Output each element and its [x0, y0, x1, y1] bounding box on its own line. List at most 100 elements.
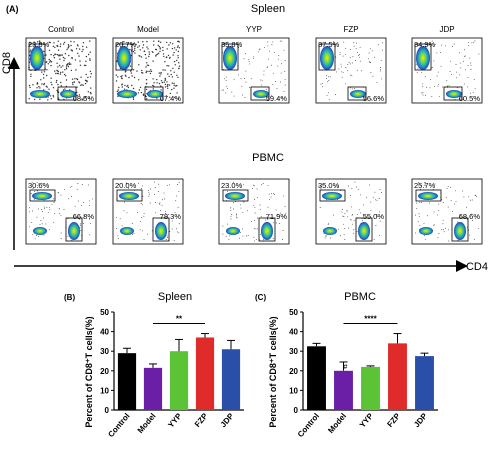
event-dot — [39, 40, 41, 42]
event-dot — [56, 62, 58, 64]
event-dot — [273, 51, 275, 53]
event-dot — [231, 213, 232, 215]
event-dot — [36, 235, 38, 237]
event-dot — [462, 60, 464, 62]
event-dot — [252, 57, 254, 59]
event-dot — [416, 72, 418, 74]
event-dot — [87, 184, 89, 186]
event-dot — [370, 201, 372, 203]
event-dot — [246, 210, 248, 212]
bar — [169, 351, 189, 410]
event-dot — [173, 84, 175, 87]
event-dot — [282, 230, 284, 231]
event-dot — [421, 201, 422, 203]
event-dot — [344, 213, 346, 215]
event-dot — [225, 76, 227, 78]
event-dot — [149, 70, 151, 73]
cd8-percent-label: 35.8% — [221, 40, 243, 49]
event-dot — [223, 42, 225, 44]
event-dot — [279, 223, 281, 224]
event-dot — [50, 77, 52, 79]
cd8-population — [416, 46, 430, 70]
event-dot — [270, 196, 272, 198]
event-dot — [89, 218, 90, 220]
event-dot — [281, 40, 283, 42]
event-dot — [75, 69, 77, 71]
event-dot — [57, 40, 59, 42]
event-dot — [66, 48, 68, 51]
double-negative-population — [30, 90, 50, 98]
event-dot — [353, 45, 355, 47]
x-tick-label: Model — [326, 412, 348, 435]
event-dot — [270, 64, 272, 66]
event-dot — [139, 229, 141, 231]
event-dot — [379, 68, 381, 70]
event-dot — [460, 67, 462, 69]
event-dot — [156, 53, 159, 55]
event-dot — [373, 238, 375, 240]
event-dot — [172, 54, 174, 56]
event-dot — [442, 202, 444, 204]
event-dot — [429, 202, 431, 204]
event-dot — [138, 89, 141, 91]
event-dot — [60, 85, 62, 87]
event-dot — [49, 207, 50, 209]
event-dot — [267, 66, 269, 68]
event-dot — [132, 233, 134, 235]
event-dot — [61, 54, 63, 56]
event-dot — [468, 42, 470, 44]
event-dot — [141, 185, 143, 187]
event-dot — [230, 210, 232, 212]
event-dot — [178, 65, 181, 67]
event-dot — [79, 227, 81, 229]
event-dot — [55, 81, 58, 84]
panel-a-row2-title: PBMC — [252, 152, 284, 164]
event-dot — [137, 182, 139, 184]
cd4-percent-label: 56.6% — [363, 94, 385, 103]
event-dot — [227, 190, 229, 192]
event-dot — [359, 56, 361, 58]
event-dot — [153, 40, 155, 42]
event-dot — [351, 75, 353, 77]
cd8-percent-label: 20.0% — [115, 181, 137, 190]
event-dot — [324, 237, 326, 239]
event-dot — [145, 98, 148, 100]
event-dot — [349, 195, 351, 196]
event-dot — [63, 73, 66, 76]
event-dot — [160, 73, 162, 75]
event-dot — [430, 78, 431, 80]
event-dot — [52, 96, 55, 98]
event-dot — [36, 82, 39, 84]
event-dot — [64, 69, 66, 71]
event-dot — [456, 87, 458, 89]
event-dot — [155, 54, 157, 56]
event-dot — [143, 239, 145, 241]
event-dot — [164, 86, 167, 88]
event-dot — [81, 184, 83, 185]
event-dot — [82, 42, 85, 44]
event-dot — [161, 81, 164, 84]
panel-c-title: PBMC — [344, 291, 376, 303]
event-dot — [79, 218, 81, 220]
event-dot — [78, 48, 81, 50]
event-dot — [178, 223, 180, 225]
event-dot — [261, 80, 263, 82]
event-dot — [36, 182, 38, 184]
event-dot — [245, 52, 246, 54]
event-dot — [226, 223, 228, 225]
event-dot — [79, 60, 81, 62]
event-dot — [149, 202, 151, 204]
x-tick-label: JDP — [219, 411, 236, 429]
flow-plot: 23.0% 71.9% — [218, 178, 290, 245]
event-dot — [369, 61, 371, 63]
event-dot — [122, 41, 124, 43]
flow-plot: Control 23.8% 68.5% — [25, 25, 97, 104]
event-dot — [38, 183, 40, 185]
event-dot — [256, 217, 258, 219]
cd4-gate — [258, 217, 276, 242]
event-dot — [342, 71, 344, 73]
event-dot — [174, 212, 176, 214]
event-dot — [53, 221, 55, 223]
event-dot — [468, 229, 470, 231]
event-dot — [253, 184, 255, 186]
